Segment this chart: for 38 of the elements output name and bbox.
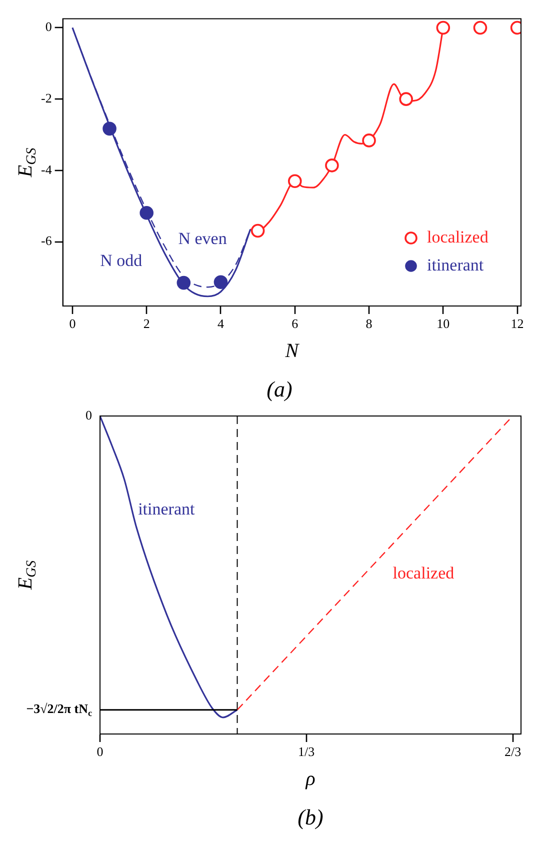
point: [473, 20, 488, 35]
legend-label: localized: [427, 227, 489, 246]
x-tick-label: 0: [69, 316, 76, 332]
point: [102, 122, 116, 136]
x-tick-label: 1/3: [298, 744, 315, 760]
point: [214, 275, 228, 289]
y-axis-title: EGS: [14, 560, 40, 591]
series-label: N odd: [100, 250, 143, 270]
x-tick-label: 0: [96, 744, 104, 760]
text: (a): [266, 376, 292, 402]
x-axis-title: N: [284, 340, 300, 362]
annotation: 0: [86, 407, 92, 422]
y-tick-label: -4: [40, 162, 52, 177]
y-tick-label: 0: [45, 19, 52, 34]
x-tick-label: 10: [436, 316, 450, 332]
x-tick-label: 4: [217, 316, 224, 332]
x-tick-label: 6: [292, 316, 299, 332]
legend-label: itinerant: [427, 255, 484, 274]
x-tick-label: 2: [143, 316, 150, 332]
y-axis-title: EGS: [14, 148, 40, 178]
x-axis-title: ρ: [304, 768, 316, 790]
text: (b): [298, 804, 324, 830]
point: [362, 134, 376, 148]
x-tick-label: 2/3: [504, 744, 522, 760]
x-tick-label: 8: [366, 316, 372, 332]
y-tick-label: -6: [40, 233, 52, 248]
point: [436, 20, 450, 35]
point: [325, 158, 339, 172]
x-tick-label: 12: [510, 316, 524, 332]
point: [140, 206, 154, 220]
y-tick-label: -2: [40, 90, 52, 106]
series-label: itinerant: [138, 500, 195, 519]
series-label: N even: [178, 228, 228, 248]
point: [176, 276, 191, 290]
series-label: localized: [392, 564, 455, 583]
point: [288, 174, 302, 188]
point: [399, 92, 413, 106]
point: [250, 224, 265, 238]
